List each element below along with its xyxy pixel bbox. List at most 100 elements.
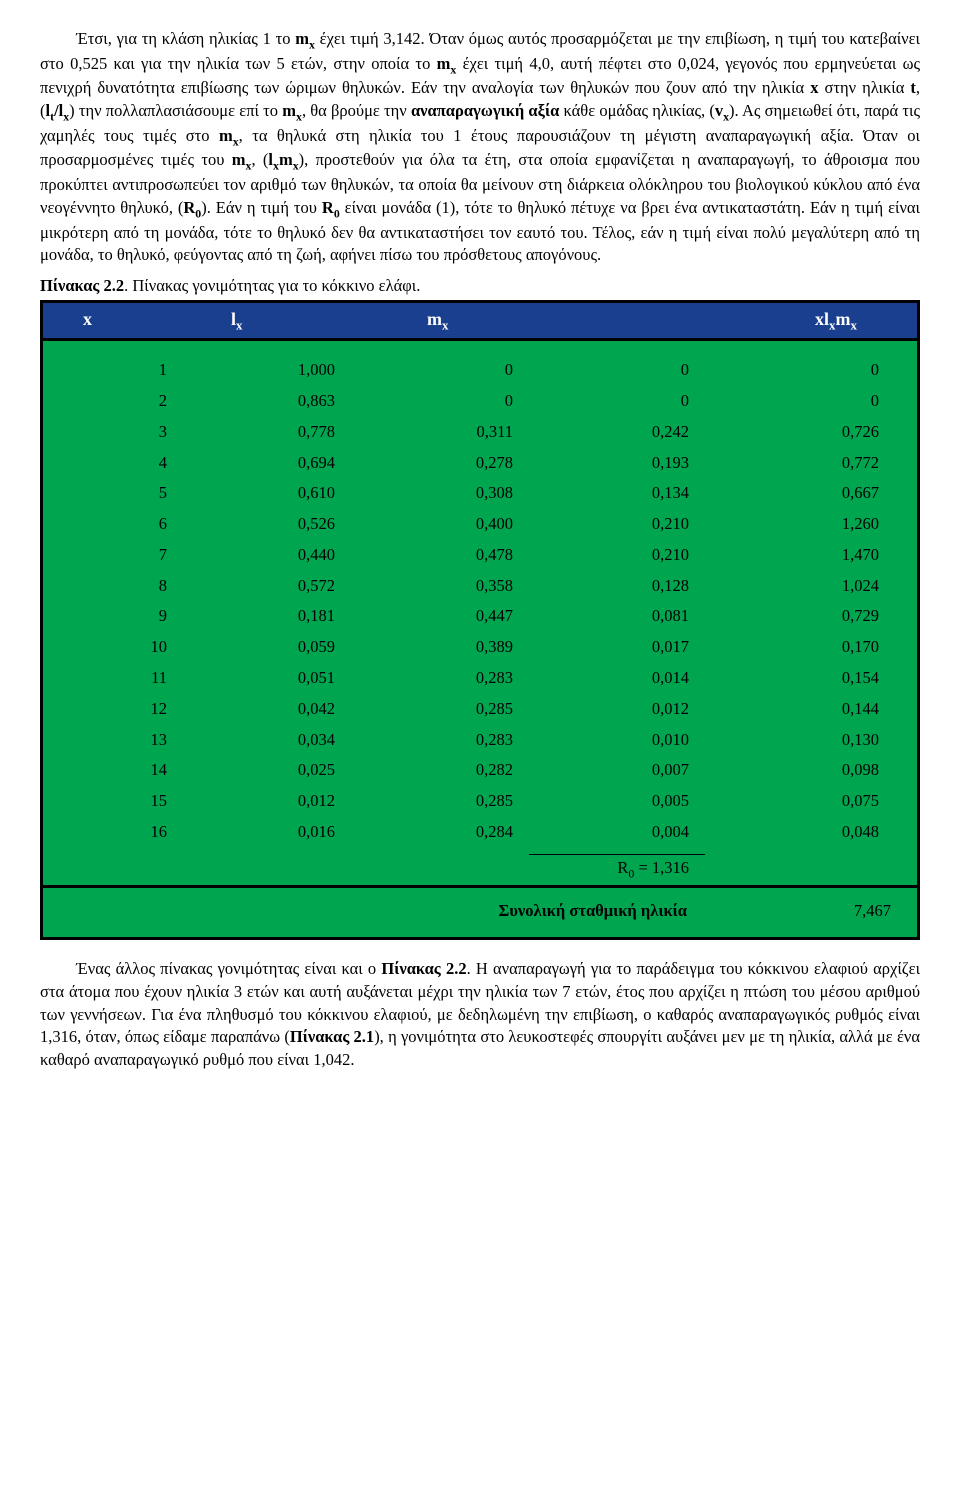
- cell-x: 13: [43, 725, 183, 756]
- cell-mx: 0,447: [351, 601, 529, 632]
- table-caption: Πίνακας 2.2. Πίνακας γονιμότητας για το …: [40, 275, 920, 298]
- cell-mx: 0,285: [351, 786, 529, 817]
- cell-c4: 0,210: [529, 540, 705, 571]
- cell-lx: 0,610: [183, 478, 351, 509]
- cell-c4: 0: [529, 386, 705, 417]
- cell-mx: 0,389: [351, 632, 529, 663]
- cell-lx: 0,778: [183, 417, 351, 448]
- cell-c4: 0,017: [529, 632, 705, 663]
- th-mx: mx: [351, 303, 529, 338]
- cell-xlm: 1,024: [705, 571, 895, 602]
- cell-c4: 0,134: [529, 478, 705, 509]
- cell-xlm: 0,048: [705, 817, 895, 848]
- cell-c4: 0,014: [529, 663, 705, 694]
- cell-xlm: 0,667: [705, 478, 895, 509]
- cell-x: 5: [43, 478, 183, 509]
- table-row: 30,7780,3110,2420,726: [43, 417, 917, 448]
- cell-xlm: 0,729: [705, 601, 895, 632]
- cell-xlm: 1,470: [705, 540, 895, 571]
- footer-label: Συνολική σταθμική ηλικία: [43, 900, 727, 923]
- cell-xlm: 0,154: [705, 663, 895, 694]
- cell-c4: 0,242: [529, 417, 705, 448]
- cell-xlm: 0: [705, 386, 895, 417]
- table-row: 100,0590,3890,0170,170: [43, 632, 917, 663]
- table-row: 120,0420,2850,0120,144: [43, 694, 917, 725]
- footer-value: 7,467: [727, 900, 917, 923]
- cell-mx: 0,308: [351, 478, 529, 509]
- table-row: 150,0120,2850,0050,075: [43, 786, 917, 817]
- cell-x: 11: [43, 663, 183, 694]
- cell-mx: 0: [351, 355, 529, 386]
- th-lx: lx: [183, 303, 351, 338]
- table-row: 130,0340,2830,0100,130: [43, 725, 917, 756]
- cell-lx: 0,051: [183, 663, 351, 694]
- cell-c4: 0,007: [529, 755, 705, 786]
- cell-x: 6: [43, 509, 183, 540]
- cell-c4: 0,193: [529, 448, 705, 479]
- cell-lx: 0,012: [183, 786, 351, 817]
- table-row: 70,4400,4780,2101,470: [43, 540, 917, 571]
- fertility-table: x lx mx xlxmx 11,00000020,86300030,7780,…: [40, 300, 920, 940]
- cell-xlm: 0,726: [705, 417, 895, 448]
- cell-lx: 1,000: [183, 355, 351, 386]
- table-row: 80,5720,3580,1281,024: [43, 571, 917, 602]
- table-row: 90,1810,4470,0810,729: [43, 601, 917, 632]
- th-xlm: xlxmx: [705, 303, 895, 338]
- cell-x: 2: [43, 386, 183, 417]
- cell-c4: 0,012: [529, 694, 705, 725]
- table-row: 110,0510,2830,0140,154: [43, 663, 917, 694]
- cell-xlm: 0: [705, 355, 895, 386]
- cell-mx: 0: [351, 386, 529, 417]
- cell-lx: 0,034: [183, 725, 351, 756]
- table-row: 50,6100,3080,1340,667: [43, 478, 917, 509]
- cell-mx: 0,283: [351, 663, 529, 694]
- cell-mx: 0,358: [351, 571, 529, 602]
- table-row: 11,000000: [43, 355, 917, 386]
- cell-x: 8: [43, 571, 183, 602]
- cell-x: 4: [43, 448, 183, 479]
- cell-c4: 0,010: [529, 725, 705, 756]
- table-row: 20,863000: [43, 386, 917, 417]
- cell-mx: 0,278: [351, 448, 529, 479]
- paragraph-2: Ένας άλλος πίνακας γονιμότητας είναι και…: [40, 958, 920, 1072]
- cell-xlm: 0,170: [705, 632, 895, 663]
- cell-lx: 0,059: [183, 632, 351, 663]
- th-spacer: [529, 303, 705, 338]
- cell-mx: 0,478: [351, 540, 529, 571]
- cell-lx: 0,572: [183, 571, 351, 602]
- r0-value: R0 = 1,316: [529, 854, 705, 886]
- table-body: 11,00000020,86300030,7780,3110,2420,7264…: [43, 341, 917, 853]
- cell-xlm: 1,260: [705, 509, 895, 540]
- table-header-row: x lx mx xlxmx: [43, 303, 917, 341]
- cell-c4: 0,128: [529, 571, 705, 602]
- cell-x: 9: [43, 601, 183, 632]
- cell-lx: 0,181: [183, 601, 351, 632]
- table-row: 40,6940,2780,1930,772: [43, 448, 917, 479]
- cell-xlm: 0,144: [705, 694, 895, 725]
- cell-lx: 0,016: [183, 817, 351, 848]
- cell-c4: 0,005: [529, 786, 705, 817]
- cell-lx: 0,042: [183, 694, 351, 725]
- table-row: 140,0250,2820,0070,098: [43, 755, 917, 786]
- cell-x: 14: [43, 755, 183, 786]
- cell-lx: 0,440: [183, 540, 351, 571]
- cell-c4: 0,210: [529, 509, 705, 540]
- cell-mx: 0,400: [351, 509, 529, 540]
- cell-c4: 0,004: [529, 817, 705, 848]
- cell-lx: 0,025: [183, 755, 351, 786]
- cell-xlm: 0,130: [705, 725, 895, 756]
- cell-xlm: 0,098: [705, 755, 895, 786]
- cell-lx: 0,526: [183, 509, 351, 540]
- cell-mx: 0,284: [351, 817, 529, 848]
- cell-x: 7: [43, 540, 183, 571]
- cell-mx: 0,311: [351, 417, 529, 448]
- cell-xlm: 0,772: [705, 448, 895, 479]
- cell-x: 3: [43, 417, 183, 448]
- cell-x: 16: [43, 817, 183, 848]
- cell-x: 12: [43, 694, 183, 725]
- table-footer: Συνολική σταθμική ηλικία 7,467: [43, 885, 917, 937]
- cell-mx: 0,282: [351, 755, 529, 786]
- cell-mx: 0,283: [351, 725, 529, 756]
- cell-x: 15: [43, 786, 183, 817]
- table-row: 160,0160,2840,0040,048: [43, 817, 917, 848]
